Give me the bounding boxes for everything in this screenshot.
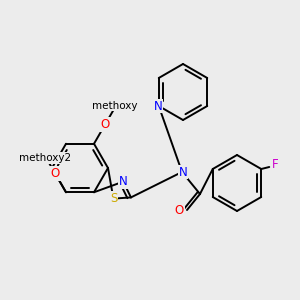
Text: N: N <box>153 100 162 112</box>
Text: O: O <box>50 167 60 180</box>
Text: methoxy: methoxy <box>92 100 138 111</box>
Text: methoxy2: methoxy2 <box>19 153 71 163</box>
Text: N: N <box>119 175 128 188</box>
Text: N: N <box>178 166 188 178</box>
Text: F: F <box>272 158 279 170</box>
Text: O: O <box>174 203 184 217</box>
Text: S: S <box>110 192 117 205</box>
Text: O: O <box>100 118 109 131</box>
